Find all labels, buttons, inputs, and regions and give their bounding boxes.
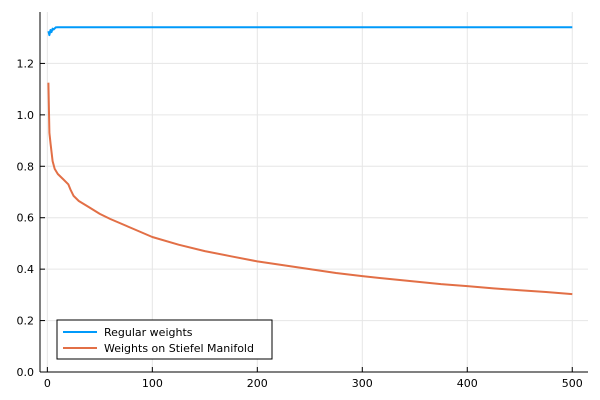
x-tick-label-4: 400 [457,377,478,390]
y-tick-label-4: 0.8 [17,160,35,173]
legend: Regular weights Weights on Stiefel Manif… [56,319,273,360]
y-tick-label-6: 1.2 [17,57,35,70]
tick-labels: 0 100 200 300 400 500 0.0 0.2 0.4 0.6 0.8 1.0 1.2 [17,57,583,390]
x-tick-label-0: 0 [44,377,51,390]
series-line-regular-weights [47,26,573,37]
y-tick-label-0: 0.0 [17,366,35,379]
y-tick-label-3: 0.6 [17,212,35,225]
x-tick-label-2: 200 [247,377,268,390]
legend-box [56,319,273,360]
series-lines [47,26,573,296]
legend-label-stiefel-weights: Weights on Stiefel Manifold [104,342,254,355]
axes [39,12,588,373]
x-tick-label-1: 100 [142,377,163,390]
grid [40,12,588,373]
series-line-stiefel-weights [47,82,573,296]
x-tick-label-5: 500 [562,377,583,390]
y-tick-label-2: 0.4 [17,263,35,276]
x-tick-label-3: 300 [352,377,373,390]
y-tick-label-5: 1.0 [17,109,35,122]
y-tick-label-1: 0.2 [17,315,35,328]
legend-label-regular-weights: Regular weights [104,326,193,339]
